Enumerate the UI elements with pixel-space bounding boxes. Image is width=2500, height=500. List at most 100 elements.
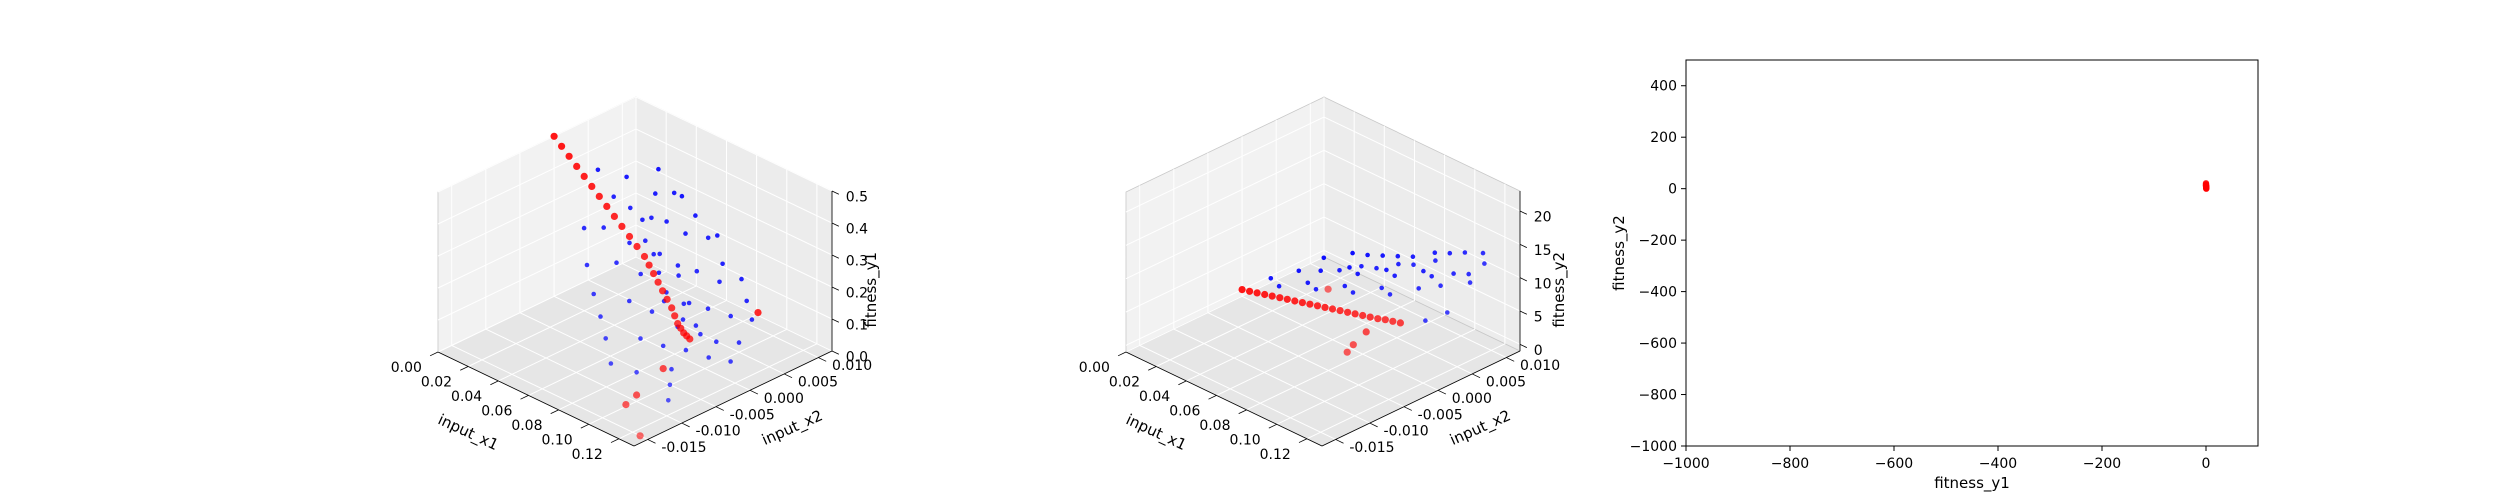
z-tick [1519,310,1528,315]
z-tick-label: 5 [1534,310,1543,326]
data-point [693,213,698,218]
data-point [603,202,611,210]
data-point [1350,250,1355,256]
data-point [698,331,703,337]
data-point [754,309,762,317]
y-tick [1472,373,1481,379]
x-tick [429,351,439,357]
y-tick [1335,439,1344,444]
data-point [558,142,566,150]
data-point [598,314,603,319]
y-tick-label: 0.010 [1520,358,1560,374]
series-0 [2202,180,2210,192]
data-point [611,194,616,199]
data-point [668,304,676,312]
data-point [1411,262,1416,268]
data-point [705,306,711,312]
grid-line-z [437,128,833,225]
y-tick-label: 0.010 [832,358,872,374]
data-point [1349,341,1357,349]
data-point [625,232,634,241]
y-axis-line [633,350,833,447]
data-point [1296,268,1302,274]
data-point [1365,252,1370,258]
data-point [706,355,711,360]
data-point [1321,255,1327,261]
y-tick-label: -0.015 [1349,440,1394,456]
data-point [627,240,632,246]
data-point [1344,308,1352,316]
data-points [550,132,762,440]
y-axis-line [1321,350,1521,447]
z-tick-label: 0.0 [846,350,868,366]
z-tick-label: 0.2 [846,286,868,302]
z-tick-label: 10 [1534,276,1552,292]
data-point [1421,268,1426,274]
z-tick [831,254,840,259]
data-point [1395,253,1401,259]
data-point [1423,318,1428,323]
data-point [1380,253,1385,258]
grid-line-z [1125,216,1521,313]
x-tick-label: 0.04 [451,389,482,405]
x-tick-label: 0.08 [511,418,542,434]
data-point [595,167,601,173]
y-tick-label: -0.015 [661,440,706,456]
data-point [640,217,645,223]
data-point [634,370,639,375]
data-point [1276,294,1284,302]
data-point [643,238,648,243]
data-point [1432,250,1438,255]
data-point [744,298,749,304]
x-tick-label: 0.12 [1260,447,1291,463]
y-tick-label: 0.005 [798,375,838,391]
data-point [693,323,699,328]
y-tick [784,373,793,379]
x-tick [550,409,559,415]
y-tick-label: -0.005 [730,407,775,423]
y-tick-label: 0.005 [1486,375,1526,391]
data-point [595,192,603,200]
data-point [649,309,655,314]
x-tick [460,366,469,371]
y-tick [715,406,724,411]
series-0 [1268,250,1487,323]
z-tick [1519,210,1528,215]
x-tick [1298,438,1308,443]
z-tick-label: 15 [1534,243,1552,259]
data-point [1321,303,1329,311]
data-point [660,343,666,349]
data-point [1337,268,1342,273]
data-point [1342,283,1348,289]
series-0 [581,166,755,403]
data-point [694,268,700,274]
data-point [705,235,711,241]
z-tick-label: 20 [1534,210,1552,226]
plot-frame [1685,59,2259,447]
data-point [717,279,722,285]
data-point [728,313,733,319]
data-point [581,225,587,231]
data-point [1306,300,1314,308]
data-point [1466,271,1471,277]
y-tick-label: 400 [1650,79,1677,95]
x-axis-line [437,351,635,447]
grid-line-z [437,224,833,321]
data-point [657,251,662,257]
data-point [1313,302,1322,310]
z-axis-title: fitness_y2 [1550,252,1569,328]
data-point [614,260,619,266]
data-point [659,365,667,373]
y-tick-label: -0.010 [1384,424,1429,440]
data-point [645,261,653,269]
data-point [1396,261,1401,267]
data-point [603,336,608,341]
grid-line-z [1125,149,1521,246]
data-point [653,191,658,196]
data-point [1392,273,1397,279]
data-point [715,233,720,238]
data-point [686,300,692,306]
data-point [1410,254,1416,259]
data-point [656,166,661,172]
data-point [736,340,742,345]
